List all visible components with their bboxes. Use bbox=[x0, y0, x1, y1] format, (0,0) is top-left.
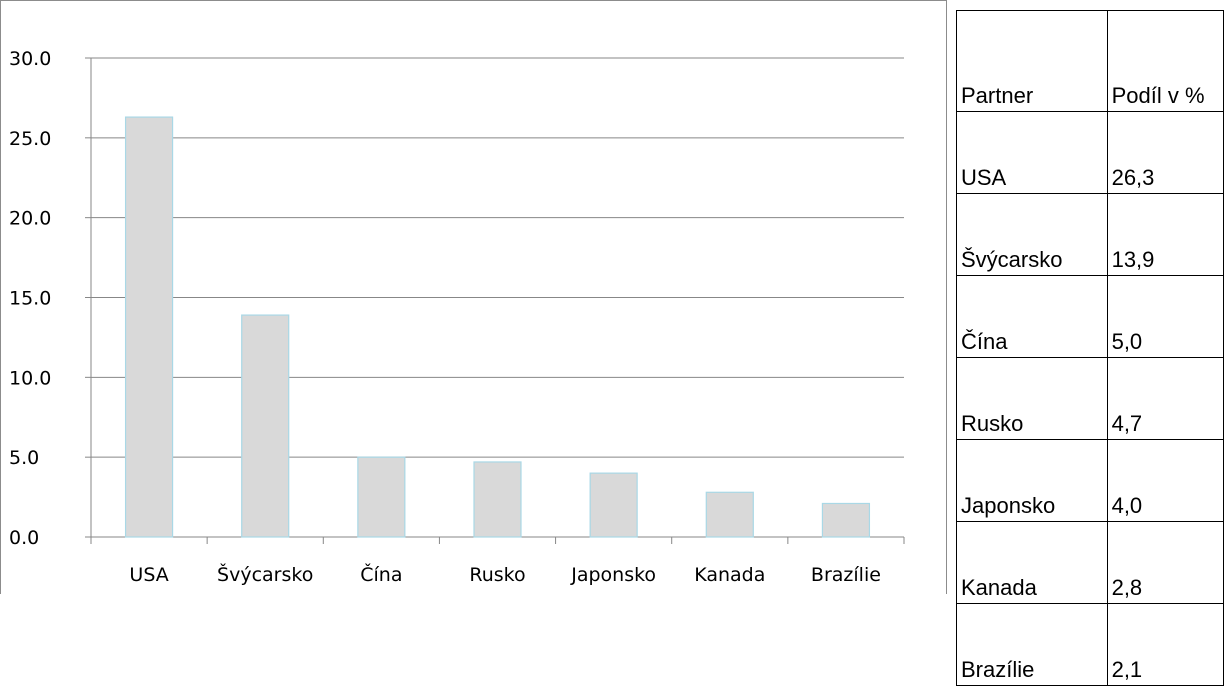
cell-partner: Rusko bbox=[956, 357, 1108, 440]
cell-partner: USA bbox=[956, 111, 1108, 194]
data-table-panel: Partner Podíl v % USA 26,3 Švýcarsko 13,… bbox=[956, 10, 1224, 686]
data-table: Partner Podíl v % USA 26,3 Švýcarsko 13,… bbox=[956, 10, 1224, 686]
y-tick-label: 30.0 bbox=[9, 48, 51, 70]
cell-partner: Kanada bbox=[956, 521, 1108, 604]
table-header-row: Partner Podíl v % bbox=[956, 10, 1224, 112]
cell-share: 13,9 bbox=[1106, 193, 1224, 276]
cell-share: 4,0 bbox=[1106, 439, 1224, 522]
table-row: Čína 5,0 bbox=[956, 275, 1224, 358]
table-row: USA 26,3 bbox=[956, 111, 1224, 194]
chart-panel: 0.0 5.0 10.0 15.0 20.0 25.0 30.0 USA Švýcarsko Čí… bbox=[0, 0, 947, 594]
table-row: Brazílie 2,1 bbox=[956, 603, 1224, 686]
bar-6 bbox=[821, 502, 871, 538]
x-category-label: Čína bbox=[360, 562, 402, 586]
header-share: Podíl v % bbox=[1106, 10, 1224, 112]
y-tick-label: 10.0 bbox=[9, 367, 51, 389]
cell-partner: Japonsko bbox=[956, 439, 1108, 522]
header-partner: Partner bbox=[956, 10, 1108, 112]
bar-1 bbox=[241, 314, 290, 538]
cell-share: 4,7 bbox=[1106, 357, 1224, 440]
x-category-label: Rusko bbox=[469, 564, 525, 586]
cell-share: 2,8 bbox=[1106, 521, 1224, 604]
bar-5 bbox=[705, 491, 754, 538]
cell-partner: Švýcarsko bbox=[956, 193, 1108, 276]
table-row: Japonsko 4,0 bbox=[956, 439, 1224, 522]
cell-partner: Čína bbox=[956, 275, 1108, 358]
bar-chart: 0.0 5.0 10.0 15.0 20.0 25.0 30.0 USA Švýcarsko Čí… bbox=[9, 48, 905, 586]
bar-0 bbox=[124, 116, 174, 538]
bar-2 bbox=[357, 456, 406, 538]
x-category-label: USA bbox=[129, 564, 168, 586]
cell-share: 5,0 bbox=[1106, 275, 1224, 358]
y-tick-label: 5.0 bbox=[9, 447, 39, 469]
table-row: Švýcarsko 13,9 bbox=[956, 193, 1224, 276]
x-category-label: Japonsko bbox=[570, 564, 656, 586]
x-category-label: Brazílie bbox=[811, 564, 881, 586]
y-tick-label: 20.0 bbox=[9, 208, 51, 230]
y-tick-label: 25.0 bbox=[9, 128, 51, 150]
y-tick-label: 15.0 bbox=[9, 288, 51, 310]
cell-share: 26,3 bbox=[1106, 111, 1224, 194]
bar-3 bbox=[473, 461, 522, 538]
bar-4 bbox=[589, 472, 638, 538]
x-category-label: Švýcarsko bbox=[217, 562, 313, 586]
table-row: Rusko 4,7 bbox=[956, 357, 1224, 440]
cell-partner: Brazílie bbox=[956, 603, 1108, 686]
cell-share: 2,1 bbox=[1106, 603, 1224, 686]
x-category-label: Kanada bbox=[694, 564, 765, 586]
y-tick-label: 0.0 bbox=[9, 527, 39, 549]
table-row: Kanada 2,8 bbox=[956, 521, 1224, 604]
